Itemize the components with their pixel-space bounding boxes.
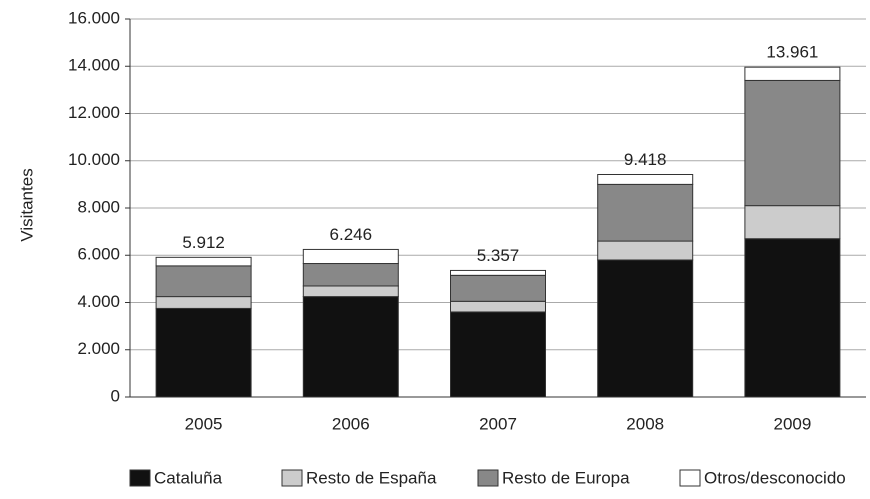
y-tick-label: 12.000: [68, 103, 120, 122]
bar-segment: [450, 311, 546, 398]
bar-segment: [302, 263, 399, 287]
bar-segment: [744, 205, 841, 240]
y-tick-label: 4.000: [77, 292, 120, 311]
y-tick-label: 0: [111, 386, 120, 405]
y-axis-label: Visitantes: [17, 168, 36, 241]
legend-swatch: [129, 469, 151, 487]
total-label: 9.418: [624, 150, 667, 169]
bar-segment: [155, 265, 252, 298]
bar-segment: [744, 79, 841, 207]
bar-segment: [450, 269, 546, 276]
x-tick-label: 2006: [332, 414, 370, 433]
x-tick-label: 2009: [773, 414, 811, 433]
total-label: 5.912: [182, 233, 225, 252]
legend-swatch: [679, 469, 701, 487]
y-tick-label: 14.000: [68, 56, 120, 75]
legend-swatch: [281, 469, 303, 487]
bar-segment: [450, 274, 546, 302]
bar-segment: [744, 66, 841, 81]
bar-segment: [302, 248, 399, 265]
legend-label: Otros/desconocido: [704, 468, 846, 487]
y-tick-label: 16.000: [68, 8, 120, 27]
legend-label: Resto de Europa: [502, 468, 630, 487]
bar-segment: [302, 285, 399, 298]
y-tick-label: 6.000: [77, 245, 120, 264]
total-label: 6.246: [330, 225, 373, 244]
bar-segment: [450, 300, 546, 313]
y-tick-label: 2.000: [77, 339, 120, 358]
y-tick-label: 8.000: [77, 197, 120, 216]
legend-label: Cataluña: [154, 468, 223, 487]
bar-segment: [597, 240, 694, 261]
bar-segment: [155, 296, 252, 309]
legend-label: Resto de España: [306, 468, 437, 487]
total-label: 13.961: [766, 43, 818, 62]
x-tick-label: 2005: [185, 414, 223, 433]
x-tick-label: 2008: [626, 414, 664, 433]
bar-segment: [302, 296, 399, 398]
legend-swatch: [477, 469, 499, 487]
bar-segment: [597, 173, 694, 185]
bar-segment: [744, 238, 841, 398]
bar-segment: [155, 307, 252, 398]
bar-segment: [155, 256, 252, 267]
bar-segment: [597, 183, 694, 242]
y-tick-label: 10.000: [68, 150, 120, 169]
x-tick-label: 2007: [479, 414, 517, 433]
total-label: 5.357: [477, 246, 520, 265]
bar-segment: [597, 259, 694, 398]
